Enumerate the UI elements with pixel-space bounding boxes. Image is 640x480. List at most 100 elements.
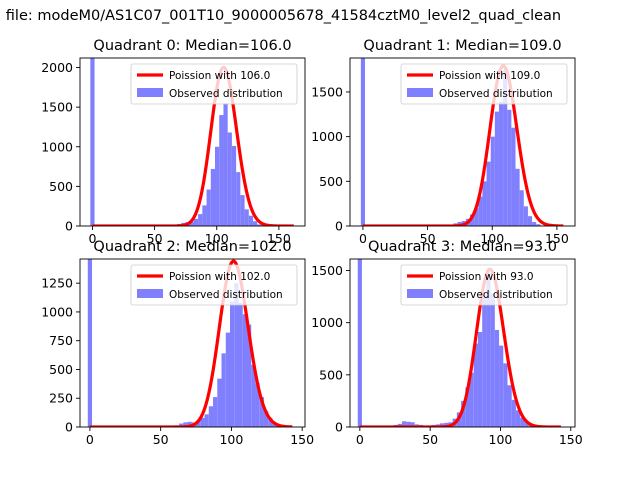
- y-tick-label: 1000: [41, 304, 73, 319]
- quadrant-3-axes-frame: [349, 258, 576, 428]
- quadrant-0-axes-frame: [79, 57, 306, 227]
- histogram-bar: [238, 302, 243, 427]
- histogram-bar: [206, 189, 211, 226]
- histogram-bar: [231, 145, 237, 226]
- histogram-bar: [202, 205, 207, 226]
- x-tick-label: 100: [219, 432, 243, 447]
- x-tick-label: 50: [153, 432, 169, 447]
- legend-observed-swatch: [137, 88, 163, 97]
- quadrant-0-plot-area: [90, 58, 295, 226]
- x-tick-label: 50: [422, 432, 438, 447]
- histogram-bar: [357, 259, 362, 427]
- histogram-bar: [200, 417, 205, 427]
- histogram-bar: [440, 423, 445, 427]
- legend-poisson-label: Poission with 93.0: [439, 271, 534, 283]
- histogram-bar: [198, 214, 203, 226]
- quadrant-2-plot-area: [87, 259, 294, 427]
- y-tick-label: 500: [319, 367, 343, 382]
- quadrant-1-axes-frame: [349, 57, 576, 227]
- y-tick-label: 0: [335, 219, 343, 234]
- histogram-bar: [225, 332, 230, 427]
- histogram-bar: [210, 168, 215, 226]
- x-tick-label: 150: [545, 231, 569, 246]
- quadrant-0-panel: Quadrant 0: Median=106.00 50 100 1500500100…: [41, 38, 306, 246]
- histogram-bar: [213, 397, 218, 427]
- histogram-bar: [519, 190, 524, 226]
- x-tick-label: 0: [356, 432, 364, 447]
- histogram-bar: [503, 363, 508, 427]
- histogram-bar: [242, 314, 247, 427]
- legend-observed-label: Observed distribution: [439, 289, 553, 301]
- histogram-bar: [187, 421, 192, 427]
- poisson-curve: [91, 65, 295, 226]
- legend-observed-swatch: [407, 289, 433, 298]
- y-tick-label: 1500: [311, 263, 343, 278]
- histogram-bar: [219, 115, 224, 226]
- quadrant-3-panel: Quadrant 3: Median=93.00 50 100 15005001000…: [311, 239, 583, 447]
- histogram-bar: [223, 103, 228, 226]
- x-tick-label: 50: [420, 231, 436, 246]
- y-tick-label: 250: [49, 391, 73, 406]
- histogram-bar: [486, 272, 491, 427]
- y-tick-label: 500: [49, 362, 73, 377]
- histogram-bar: [189, 221, 194, 226]
- y-tick-label: 500: [319, 174, 343, 189]
- histogram-bar: [183, 422, 188, 427]
- histogram-bar: [253, 221, 258, 226]
- histogram-bar: [482, 295, 487, 427]
- histogram-bar: [217, 378, 222, 427]
- histogram-bar: [204, 414, 209, 427]
- legend-box: [130, 264, 298, 306]
- quadrant-0-title: Quadrant 0: Median=106.0: [93, 38, 291, 54]
- x-tick-label: 150: [559, 432, 583, 447]
- legend-box: [130, 63, 298, 105]
- x-tick-label: 150: [267, 231, 291, 246]
- y-tick-label: 0: [65, 420, 73, 435]
- histogram-bar: [470, 214, 475, 226]
- quadrant-0-legend: Poission with 106.0 Observed distribution: [130, 63, 298, 105]
- legend-observed-swatch: [137, 289, 163, 298]
- x-tick-label: 0: [86, 432, 94, 447]
- poisson-curve: [358, 267, 562, 427]
- histogram-bar: [87, 259, 93, 427]
- histogram-bar: [196, 420, 201, 427]
- histogram-bar: [474, 208, 479, 226]
- histogram-bar: [499, 345, 504, 427]
- quadrant-3-legend: Poission with 93.0 Observed distribution: [400, 264, 568, 306]
- y-tick-label: 1500: [41, 100, 73, 115]
- histogram-bar: [90, 58, 95, 226]
- histogram-bar: [494, 329, 500, 427]
- histogram-bar: [490, 293, 495, 427]
- histogram-bar: [179, 423, 184, 427]
- histogram-bar: [503, 69, 508, 226]
- quadrant-2-axes-frame: [79, 258, 306, 428]
- poisson-curve: [89, 259, 294, 427]
- histogram-bar: [490, 136, 495, 226]
- histogram-bar: [520, 417, 525, 427]
- histogram-bar: [257, 224, 262, 226]
- histogram-bar: [515, 168, 520, 226]
- histogram-bar: [469, 372, 474, 427]
- histogram-bar: [240, 195, 245, 226]
- legend-observed-label: Observed distribution: [169, 88, 283, 100]
- legend-box: [400, 63, 568, 105]
- histogram-bar: [227, 132, 232, 226]
- x-tick-label: 50: [147, 231, 163, 246]
- histogram-bar: [507, 109, 512, 226]
- histogram-bar: [360, 58, 365, 226]
- y-tick-label: 0: [335, 420, 343, 435]
- histogram-bar: [444, 422, 449, 427]
- histogram-bar: [473, 343, 478, 427]
- histogram-bar: [263, 410, 269, 427]
- histogram-bar: [208, 406, 214, 427]
- quadrant-2-title: Quadrant 2: Median=102.0: [93, 239, 291, 255]
- histogram-bar: [215, 146, 220, 226]
- quadrant-2-panel: Quadrant 2: Median=102.0 0 50 100 150 0 250 500…: [41, 239, 314, 447]
- histogram-bar: [477, 332, 483, 427]
- histogram-bar: [251, 364, 256, 427]
- legend-poisson-label: Poission with 109.0: [439, 70, 540, 82]
- quadrant-3-title: Quadrant 3: Median=93.0: [368, 239, 557, 255]
- poisson-curve: [361, 64, 565, 226]
- histogram-bar: [511, 399, 516, 427]
